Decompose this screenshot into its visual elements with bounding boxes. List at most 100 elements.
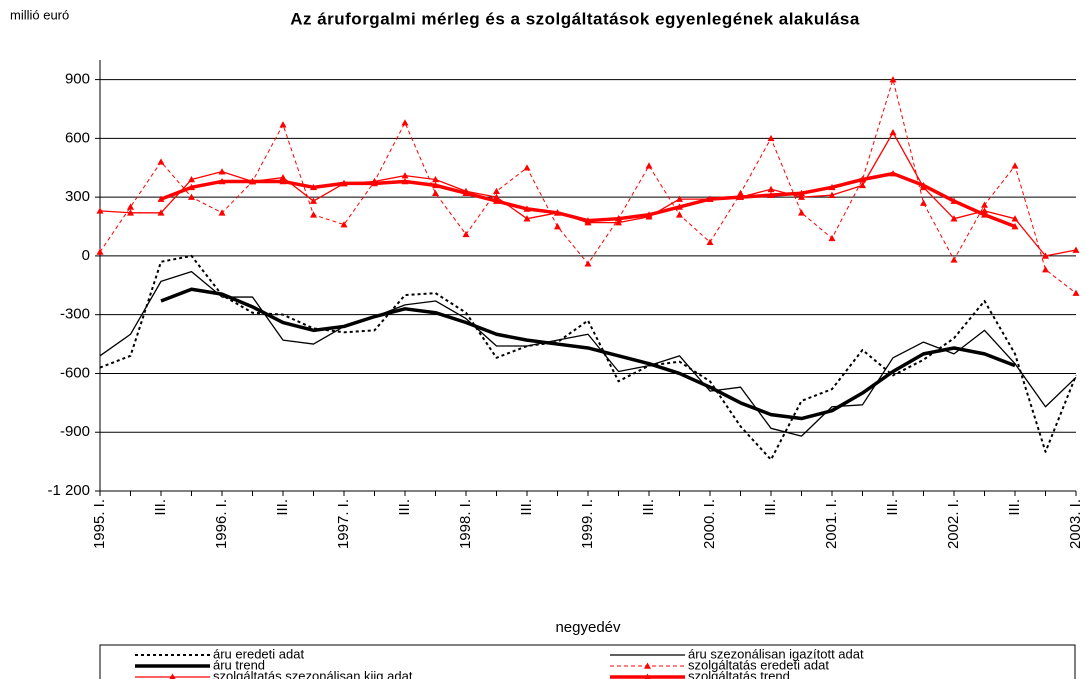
series-marker [523,215,531,222]
series-marker [981,201,988,208]
x-tick-label: III. [640,499,657,516]
series-marker [981,211,988,218]
series-marker [523,205,531,212]
series-marker [859,176,866,183]
legend-label: szolgáltatás szezonálisan kiig adat [213,668,413,679]
series-marker [1042,252,1049,259]
x-tick-label: III. [518,499,535,516]
series-marker [554,223,561,230]
x-tick-label: III. [152,499,169,516]
series-marker [859,181,866,189]
series-marker [188,193,195,200]
series-marker [279,174,287,181]
series-marker [584,260,592,267]
legend-marker [644,673,651,679]
series-marker [889,128,897,136]
series-marker [462,189,470,197]
x-tick-label: 2000. I. [701,499,718,549]
series-marker [462,230,470,238]
series-marker [157,195,165,202]
series-marker [127,203,134,210]
legend-label: áru trend [213,657,265,672]
legend-marker [644,662,651,669]
series-marker [218,209,226,216]
series-marker [340,179,348,187]
series-marker [401,172,409,179]
series-marker [615,215,622,222]
x-tick-label: 2002. I. [945,499,962,549]
series-marker [676,195,683,202]
series-marker [279,177,287,185]
series-marker [493,197,500,204]
x-tick-label: III. [396,499,413,516]
series-marker [523,164,531,171]
series-marker [584,217,592,224]
y-tick-label: -600 [60,364,90,381]
series-marker [371,179,378,187]
series-marker [310,197,317,204]
series-marker [1042,266,1049,273]
legend-label: szolgáltatás trend [688,668,790,679]
series-marker [1072,246,1080,253]
series-marker [401,177,409,185]
series-marker [950,197,958,204]
y-tick-label: 300 [65,188,90,205]
legend-label: szolgáltatás eredeti adat [688,657,829,672]
x-tick-label: 1998. I. [457,499,474,549]
series-line [160,287,1016,421]
series-marker [828,191,836,198]
x-tick-label: III. [274,499,291,516]
series-marker [767,191,775,198]
y-tick-label: 600 [65,129,90,146]
series-marker [493,193,500,200]
series-marker [432,189,439,197]
legend-label: áru szezonálisan igazított adat [688,646,864,661]
series-marker [554,209,561,216]
x-tick-label: 1999. I. [579,499,596,549]
series-marker [188,183,195,191]
y-unit-label: millió euró [10,7,69,22]
legend-marker [169,673,176,679]
series-marker [96,207,104,214]
series-marker [645,162,653,169]
x-tick-label: III. [762,499,779,516]
series-marker [157,209,165,216]
legend-label: áru eredeti adat [213,646,304,661]
series-marker [218,168,226,175]
y-tick-label: -300 [60,306,90,323]
y-tick-label: 0 [82,247,90,264]
x-tick-label: III. [1006,499,1023,516]
series-marker [706,195,714,202]
x-tick-label: 1997. I. [335,499,352,549]
series-marker [340,221,348,228]
series-marker [127,209,134,216]
series-marker [1011,215,1019,222]
x-tick-label: 1996. I. [213,499,230,549]
series-marker [737,189,744,197]
series-marker [798,209,805,216]
series-marker [1011,162,1019,169]
series-marker [1072,289,1080,296]
series-marker [645,211,653,218]
series-marker [767,134,775,142]
series-marker [218,177,226,185]
series-marker [1011,223,1019,230]
series-marker [432,181,439,189]
series-marker [828,234,836,242]
series-marker [188,176,195,183]
x-tick-label: 2001. I. [823,499,840,549]
series-marker [737,193,744,200]
series-marker [310,211,317,218]
series-marker [249,177,256,185]
series-marker [310,183,317,191]
y-tick-label: -1 200 [47,482,90,499]
y-tick-label: -900 [60,423,90,440]
series-line [99,131,1077,257]
series-marker [767,185,775,193]
x-tick-label: III. [884,499,901,516]
series-marker [920,199,927,206]
series-marker [889,170,897,177]
series-marker [279,121,287,128]
